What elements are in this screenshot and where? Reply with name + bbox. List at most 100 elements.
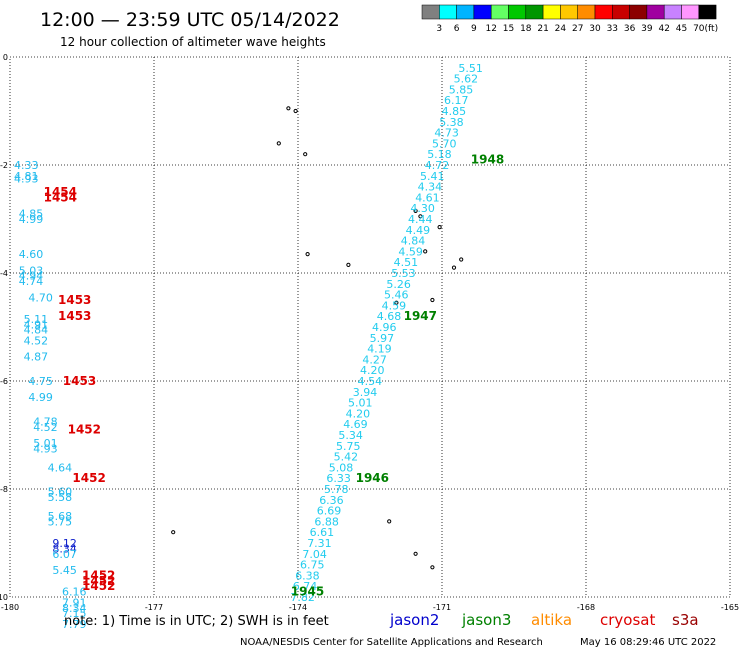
legend-jason2: jason2 bbox=[389, 611, 439, 629]
wave-height-label: 5.08 bbox=[329, 461, 354, 474]
wave-height-label: 7.79 bbox=[62, 618, 87, 631]
colorbar-tick: 18 bbox=[520, 24, 532, 34]
island-outline bbox=[286, 106, 291, 111]
colorbar-tick: 36 bbox=[624, 24, 636, 34]
x-tick-label: -180 bbox=[1, 603, 19, 612]
x-tick-label: -174 bbox=[289, 603, 307, 612]
x-tick-label: -177 bbox=[145, 603, 163, 612]
wave-height-label: 6.88 bbox=[314, 515, 339, 528]
colorbar-swatch bbox=[456, 4, 475, 20]
wave-height-label: 5.60 bbox=[48, 486, 73, 499]
colorbar-tick: 30 bbox=[589, 24, 601, 34]
wave-height-label: 4.52 bbox=[24, 335, 48, 348]
wave-height-label: 4.99 bbox=[28, 391, 53, 404]
plot-frame bbox=[9, 56, 731, 598]
pass-time-label: 1453 bbox=[63, 374, 96, 388]
colorbar-tick: 45 bbox=[676, 24, 687, 34]
wave-height-label: 5.78 bbox=[324, 483, 349, 496]
wave-height-label: 6.36 bbox=[319, 494, 344, 507]
left-values: 4.334.814.934.854.994.605.034.944.744.70… bbox=[14, 159, 87, 631]
island-outline bbox=[423, 249, 428, 254]
wave-height-label: 4.91 bbox=[24, 318, 48, 331]
x-tick-label: -171 bbox=[433, 603, 451, 612]
colorbar-swatch bbox=[663, 4, 682, 20]
legend-s3a: s3a bbox=[672, 611, 699, 629]
wave-height-label: 4.99 bbox=[19, 213, 44, 226]
wave-height-label: 3.94 bbox=[353, 386, 378, 399]
wave-height-label: 5.45 bbox=[52, 564, 77, 577]
colorbar-swatch bbox=[560, 4, 578, 20]
pass-time-label: 1454 bbox=[44, 190, 77, 204]
colorbar-unit: (ft) bbox=[705, 24, 719, 34]
island-outline bbox=[276, 141, 281, 146]
island-outline bbox=[413, 551, 418, 556]
wave-height-label: 4.70 bbox=[28, 291, 53, 304]
island-outline bbox=[430, 297, 435, 303]
wave-height-label: 5.68 bbox=[48, 510, 73, 523]
islands-layer bbox=[171, 106, 464, 570]
page-title: 12:00 — 23:59 UTC 05/14/2022 bbox=[40, 9, 340, 31]
wave-height-label: 7.31 bbox=[307, 537, 332, 550]
wave-height-label: 5.38 bbox=[439, 116, 464, 129]
colorbar-swatch bbox=[542, 4, 561, 20]
island-outline bbox=[451, 265, 457, 270]
wave-height-label: 4.85 bbox=[19, 208, 44, 221]
wave-height-label: 4.54 bbox=[358, 375, 383, 388]
wave-height-label: 4.84 bbox=[401, 235, 426, 248]
colorbar-tick: 42 bbox=[658, 24, 669, 34]
colorbar-swatch bbox=[490, 4, 509, 20]
x-tick-label: -165 bbox=[721, 603, 739, 612]
colorbar-swatch bbox=[698, 4, 717, 20]
colorbar-tick: 9 bbox=[471, 24, 477, 34]
grid bbox=[9, 56, 731, 598]
pass-time-label: 1452 bbox=[68, 423, 101, 437]
wave-height-label: 7.91 bbox=[62, 596, 87, 609]
colorbar-tick: 6 bbox=[454, 24, 460, 34]
y-tick-label: -2 bbox=[0, 161, 8, 170]
wave-height-label: 4.72 bbox=[425, 159, 450, 172]
y-tick-label: 0 bbox=[3, 53, 8, 62]
wave-height-label: 4.61 bbox=[415, 191, 440, 204]
wave-height-label: 5.75 bbox=[336, 440, 361, 453]
island-outline bbox=[387, 519, 392, 524]
wave-height-label: 4.93 bbox=[33, 443, 58, 456]
colorbar-swatch bbox=[629, 4, 648, 20]
y-tick-label: -4 bbox=[0, 269, 8, 278]
wave-height-label: 4.94 bbox=[19, 270, 44, 283]
wave-height-label: 4.49 bbox=[406, 224, 431, 237]
wave-height-label: 6.17 bbox=[444, 94, 469, 107]
pass-time-label: 1452 bbox=[82, 568, 115, 582]
colorbar-swatch bbox=[577, 4, 596, 20]
colorbar: 3 6 9 12 15 18 21 24 27 30 33 36 39 42 45 70 (ft) bbox=[421, 4, 719, 34]
wave-height-label: 5.62 bbox=[454, 73, 479, 86]
wave-height-label: 4.20 bbox=[346, 407, 371, 420]
wave-height-label: 5.01 bbox=[33, 437, 58, 450]
wave-height-label: 6.61 bbox=[310, 526, 335, 539]
wave-height-label: 5.58 bbox=[48, 491, 73, 504]
wave-height-label: 4.84 bbox=[24, 324, 48, 337]
y-tick-label: -8 bbox=[0, 485, 8, 494]
footer-credit: NOAA/NESDIS Center for Satellite Applica… bbox=[240, 637, 543, 648]
colorbar-swatch bbox=[421, 4, 440, 20]
wave-height-label: 6.74 bbox=[293, 580, 318, 593]
y-tick-label: -10 bbox=[0, 593, 8, 602]
colorbar-tick: 39 bbox=[641, 24, 653, 34]
pass-time-label: 1452 bbox=[82, 579, 115, 593]
pass-time-label: 1453 bbox=[58, 309, 91, 323]
wave-height-label: 5.85 bbox=[449, 83, 474, 96]
footer-timestamp: May 16 08:29:46 UTC 2022 bbox=[580, 637, 716, 648]
island-outline bbox=[171, 530, 176, 535]
wave-height-label: 4.34 bbox=[418, 181, 443, 194]
pass-time-label: 1946 bbox=[356, 471, 389, 485]
colorbar-swatch bbox=[612, 4, 630, 20]
island-outline bbox=[293, 108, 298, 114]
wave-height-label: 5.03 bbox=[19, 264, 44, 277]
wave-height-label: 5.34 bbox=[338, 429, 363, 442]
wave-height-label: 4.20 bbox=[360, 364, 385, 377]
x-tick-label: -168 bbox=[577, 603, 595, 612]
page-subtitle: 12 hour collection of altimeter wave hei… bbox=[60, 35, 326, 49]
colorbar-swatch bbox=[473, 4, 492, 20]
island-outline bbox=[459, 257, 464, 262]
colorbar-tick: 24 bbox=[555, 24, 567, 34]
wave-height-label: 6.69 bbox=[317, 505, 342, 518]
